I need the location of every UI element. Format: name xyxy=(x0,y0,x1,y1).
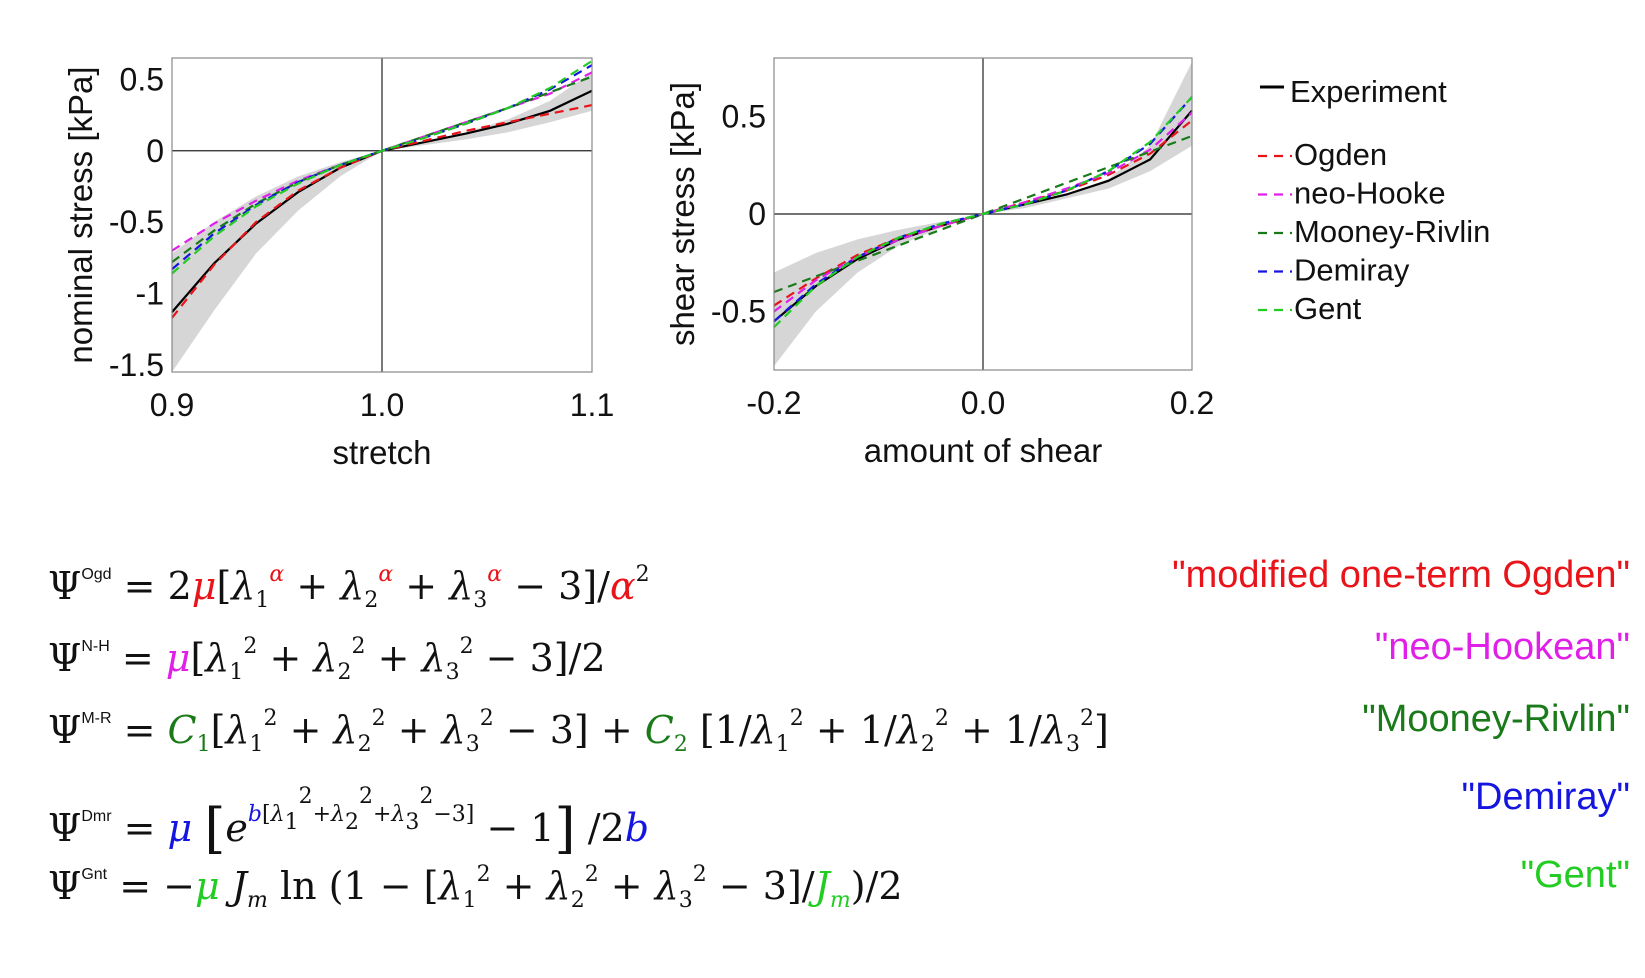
shear-ytick-label: 0.5 xyxy=(722,99,766,135)
equation-gent: ΨGnt = −μ Jm ln (1 − [λ12 + λ22 + λ32 − … xyxy=(40,840,1630,920)
legend-label-neohooke: neo-Hooke xyxy=(1294,176,1446,211)
charts-canvas: 0.9 1.0 1.1 0.5 0 -0.5 -1 -1.5 stretch nominal st… xyxy=(62,57,1490,471)
stretch-plot-frame xyxy=(171,57,593,373)
shear-xtick-label: 0.2 xyxy=(1170,385,1214,421)
stretch-chart: 0.9 1.0 1.1 0.5 0 -0.5 -1 -1.5 stretch nominal st… xyxy=(62,57,614,471)
neohooke-formula: ΨN-H = μ[λ12 + λ22 + λ32 − 3]/2 xyxy=(48,634,606,685)
stretch-ytick-label: -1 xyxy=(136,276,164,312)
equation-mooney: ΨM-R = C1[λ12 + λ22 + λ32 − 3] + C2 [1/λ… xyxy=(40,684,1630,764)
stretch-y-axis-label: nominal stress [kPa] xyxy=(62,66,99,363)
stretch-ytick-label: -0.5 xyxy=(109,204,164,240)
equation-ogden: ΨOgd = 2μ[λ1α + λ2α + λ3α − 3]/α2 "modif… xyxy=(40,540,1630,620)
demiray-formula: ΨDmr = μ [eb[λ12+λ22+λ32−3] − 1] /2b xyxy=(48,784,650,860)
legend-label-mooney: Mooney-Rivlin xyxy=(1294,214,1490,249)
ogden-psi-superscript: Ogd xyxy=(81,566,112,583)
stretch-ytick-label: -1.5 xyxy=(109,347,164,383)
legend-label-demiray: Demiray xyxy=(1294,253,1410,288)
shear-ytick-label: 0 xyxy=(748,196,766,232)
ogden-formula: ΨOgd = 2μ[λ1α + λ2α + λ3α − 3]/α2 xyxy=(48,562,650,613)
shear-xtick-label: -0.2 xyxy=(746,385,801,421)
legend-label-experiment: Experiment xyxy=(1290,74,1447,109)
mooney-psi-superscript: M-R xyxy=(81,710,112,727)
legend-label-ogden: Ogden xyxy=(1294,137,1387,172)
stretch-xtick-label: 1.1 xyxy=(570,387,614,423)
shear-x-axis-label: amount of shear xyxy=(864,432,1102,469)
stretch-xtick-label: 1.0 xyxy=(360,387,404,423)
mooney-model-name: "Mooney-Rivlin" xyxy=(1362,698,1630,740)
gent-formula: ΨGnt = −μ Jm ln (1 − [λ12 + λ22 + λ32 − … xyxy=(48,862,903,913)
equation-demiray: ΨDmr = μ [eb[λ12+λ22+λ32−3] − 1] /2b "De… xyxy=(40,762,1630,860)
shear-chart: -0.2 0.0 0.2 0.5 0 -0.5 amount of shear shear s… xyxy=(664,57,1214,469)
mooney-formula: ΨM-R = C1[λ12 + λ22 + λ32 − 3] + C2 [1/λ… xyxy=(48,706,1109,757)
gent-psi-superscript: Gnt xyxy=(81,866,108,883)
stretch-x-axis-label: stretch xyxy=(332,434,431,471)
shear-xtick-label: 0.0 xyxy=(961,385,1005,421)
ogden-model-name: "modified one-term Ogden" xyxy=(1172,554,1630,596)
stretch-ytick-label: 0.5 xyxy=(120,61,164,97)
equation-neohooke: ΨN-H = μ[λ12 + λ22 + λ32 − 3]/2 "neo-Hoo… xyxy=(40,612,1630,692)
shear-y-axis-label: shear stress [kPa] xyxy=(664,82,701,346)
stretch-series-gent xyxy=(171,59,593,275)
demiray-model-name: "Demiray" xyxy=(1461,776,1630,818)
demiray-psi-superscript: Dmr xyxy=(81,808,112,825)
gent-model-name: "Gent" xyxy=(1520,854,1630,896)
shear-plot-frame xyxy=(773,57,1193,371)
neohooke-model-name: "neo-Hookean" xyxy=(1374,626,1630,668)
shear-series-gent xyxy=(773,96,1193,328)
legend-label-gent: Gent xyxy=(1294,291,1362,326)
stretch-xtick-label: 0.9 xyxy=(150,387,194,423)
neohooke-psi-superscript: N-H xyxy=(81,638,110,655)
shear-ytick-label: -0.5 xyxy=(711,294,766,330)
stretch-ytick-label: 0 xyxy=(146,133,164,169)
